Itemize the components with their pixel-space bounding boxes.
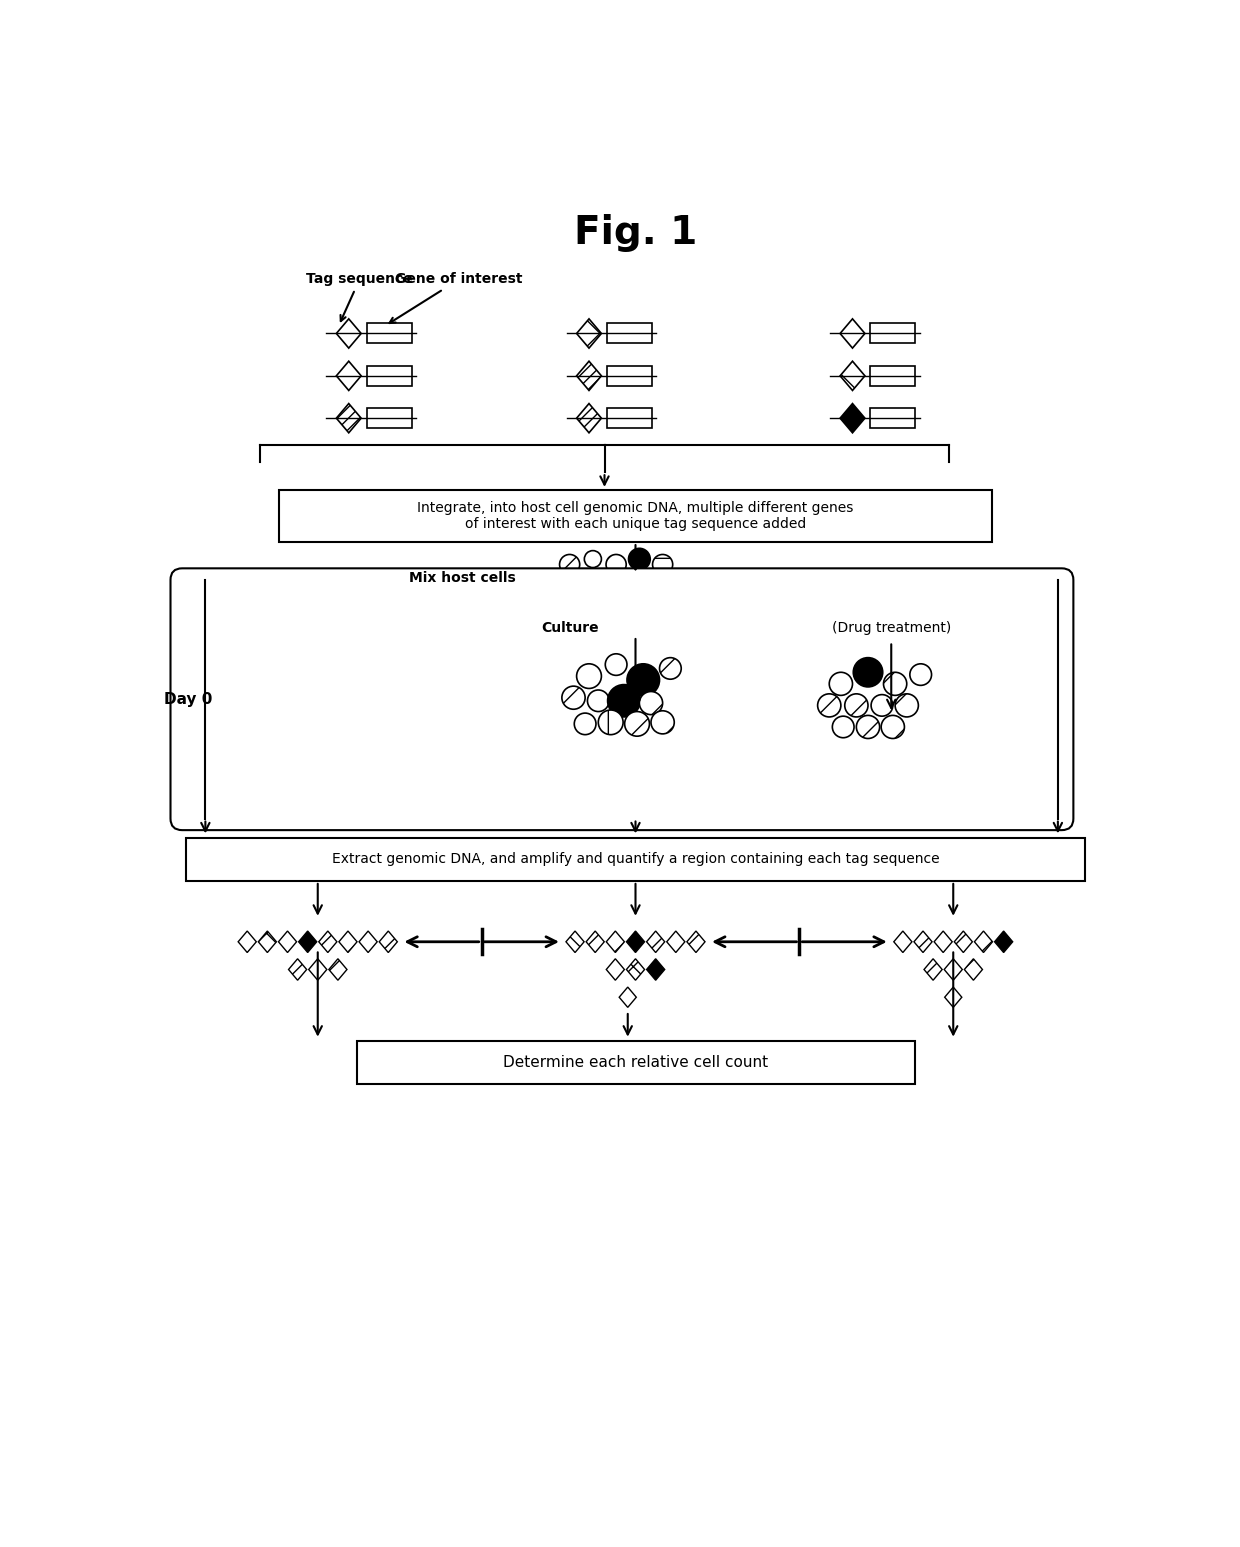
- Circle shape: [605, 654, 627, 676]
- Circle shape: [588, 690, 609, 712]
- Circle shape: [844, 695, 868, 716]
- Circle shape: [577, 664, 601, 688]
- Polygon shape: [319, 931, 337, 953]
- Text: (Drug treatment): (Drug treatment): [832, 622, 951, 636]
- Circle shape: [857, 715, 879, 738]
- Polygon shape: [965, 959, 982, 981]
- Bar: [606, 323, 652, 343]
- Circle shape: [853, 657, 883, 687]
- Polygon shape: [841, 404, 866, 433]
- Circle shape: [652, 554, 672, 574]
- Circle shape: [573, 575, 590, 593]
- Polygon shape: [619, 987, 636, 1007]
- Circle shape: [870, 695, 893, 716]
- Circle shape: [895, 695, 919, 716]
- Circle shape: [574, 713, 596, 735]
- Circle shape: [883, 673, 906, 696]
- Polygon shape: [606, 931, 625, 953]
- Polygon shape: [841, 319, 866, 348]
- Polygon shape: [339, 931, 357, 953]
- Text: Determine each relative cell count: Determine each relative cell count: [503, 1055, 768, 1071]
- Bar: [870, 323, 915, 343]
- Polygon shape: [646, 931, 665, 953]
- Polygon shape: [606, 959, 625, 981]
- Text: Day 0: Day 0: [164, 692, 213, 707]
- Circle shape: [660, 657, 681, 679]
- Circle shape: [832, 716, 854, 738]
- Polygon shape: [577, 404, 601, 433]
- Bar: [367, 365, 412, 385]
- Circle shape: [882, 715, 904, 738]
- Polygon shape: [279, 931, 296, 953]
- Polygon shape: [577, 319, 601, 348]
- Polygon shape: [299, 931, 316, 953]
- Bar: [870, 365, 915, 385]
- Text: Integrate, into host cell genomic DNA, multiple different genes
of interest with: Integrate, into host cell genomic DNA, m…: [418, 501, 853, 531]
- FancyBboxPatch shape: [186, 838, 1085, 880]
- Bar: [870, 408, 915, 429]
- Circle shape: [640, 692, 662, 715]
- Circle shape: [619, 575, 637, 594]
- Circle shape: [606, 554, 626, 574]
- Circle shape: [562, 687, 585, 709]
- Polygon shape: [238, 931, 257, 953]
- Polygon shape: [934, 931, 952, 953]
- Circle shape: [599, 710, 624, 735]
- Bar: [606, 408, 652, 429]
- Polygon shape: [646, 959, 665, 981]
- Polygon shape: [626, 931, 645, 953]
- Polygon shape: [955, 931, 972, 953]
- Circle shape: [559, 554, 580, 574]
- Polygon shape: [336, 360, 361, 390]
- Polygon shape: [336, 404, 361, 433]
- Circle shape: [629, 548, 650, 569]
- Polygon shape: [894, 931, 911, 953]
- Polygon shape: [994, 931, 1013, 953]
- Circle shape: [595, 575, 614, 594]
- Text: Tag sequence: Tag sequence: [306, 272, 413, 322]
- Bar: [606, 365, 652, 385]
- Polygon shape: [944, 959, 962, 981]
- Polygon shape: [667, 931, 684, 953]
- Polygon shape: [565, 931, 584, 953]
- Circle shape: [651, 710, 675, 733]
- Text: Gene of interest: Gene of interest: [389, 272, 523, 323]
- Polygon shape: [924, 959, 942, 981]
- Polygon shape: [329, 959, 347, 981]
- FancyBboxPatch shape: [357, 1041, 915, 1084]
- Polygon shape: [945, 987, 962, 1007]
- Circle shape: [910, 664, 931, 685]
- Polygon shape: [289, 959, 306, 981]
- Polygon shape: [336, 319, 361, 348]
- Polygon shape: [687, 931, 706, 953]
- Polygon shape: [577, 360, 601, 390]
- FancyBboxPatch shape: [279, 490, 992, 541]
- Polygon shape: [258, 931, 277, 953]
- Bar: [367, 408, 412, 429]
- Polygon shape: [309, 959, 327, 981]
- FancyBboxPatch shape: [171, 568, 1074, 831]
- Polygon shape: [587, 931, 604, 953]
- Polygon shape: [975, 931, 992, 953]
- Text: Fig. 1: Fig. 1: [574, 213, 697, 252]
- Circle shape: [625, 712, 650, 736]
- Bar: [367, 323, 412, 343]
- Circle shape: [830, 673, 853, 696]
- Circle shape: [608, 685, 640, 716]
- Circle shape: [817, 695, 841, 716]
- Text: Extract genomic DNA, and amplify and quantify a region containing each tag seque: Extract genomic DNA, and amplify and qua…: [331, 852, 940, 866]
- Text: Mix host cells: Mix host cells: [409, 571, 516, 585]
- Polygon shape: [360, 931, 377, 953]
- Text: Culture: Culture: [541, 622, 599, 636]
- Polygon shape: [841, 360, 866, 390]
- Circle shape: [627, 664, 660, 696]
- Circle shape: [584, 551, 601, 568]
- Polygon shape: [379, 931, 397, 953]
- Polygon shape: [914, 931, 932, 953]
- Polygon shape: [626, 959, 645, 981]
